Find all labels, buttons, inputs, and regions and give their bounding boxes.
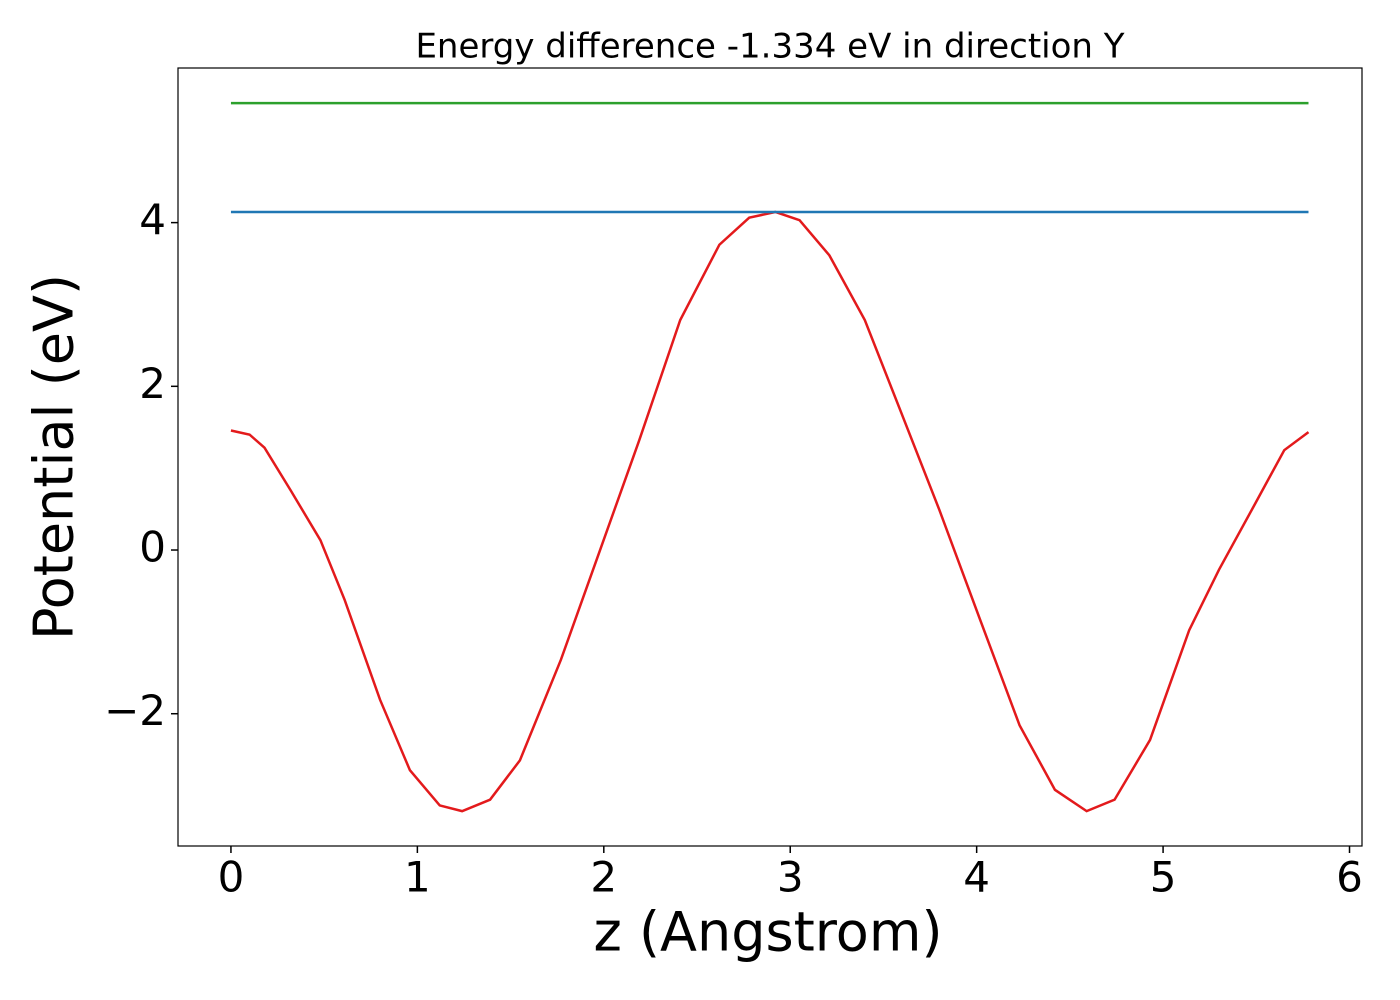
- x-axis-label: z (Angstrom): [593, 901, 942, 964]
- x-tick-label: 3: [777, 853, 804, 902]
- chart-title: Energy difference -1.334 eV in direction…: [415, 27, 1124, 67]
- x-tick-label: 5: [1150, 853, 1177, 902]
- x-tick-label: 2: [590, 853, 617, 902]
- y-tick-label: −2: [104, 686, 166, 735]
- x-tick-label: 6: [1336, 853, 1363, 902]
- y-axis-label: Potential (eV): [23, 274, 86, 640]
- x-tick-label: 0: [218, 853, 245, 902]
- y-tick-label: 4: [139, 195, 166, 244]
- x-tick-label: 1: [404, 853, 431, 902]
- plot-frame: [177, 67, 1363, 847]
- y-tick-label: 2: [139, 359, 166, 408]
- series-line: [230, 210, 1310, 813]
- y-tick-label: 0: [139, 523, 166, 572]
- x-tick-label: 4: [963, 853, 990, 902]
